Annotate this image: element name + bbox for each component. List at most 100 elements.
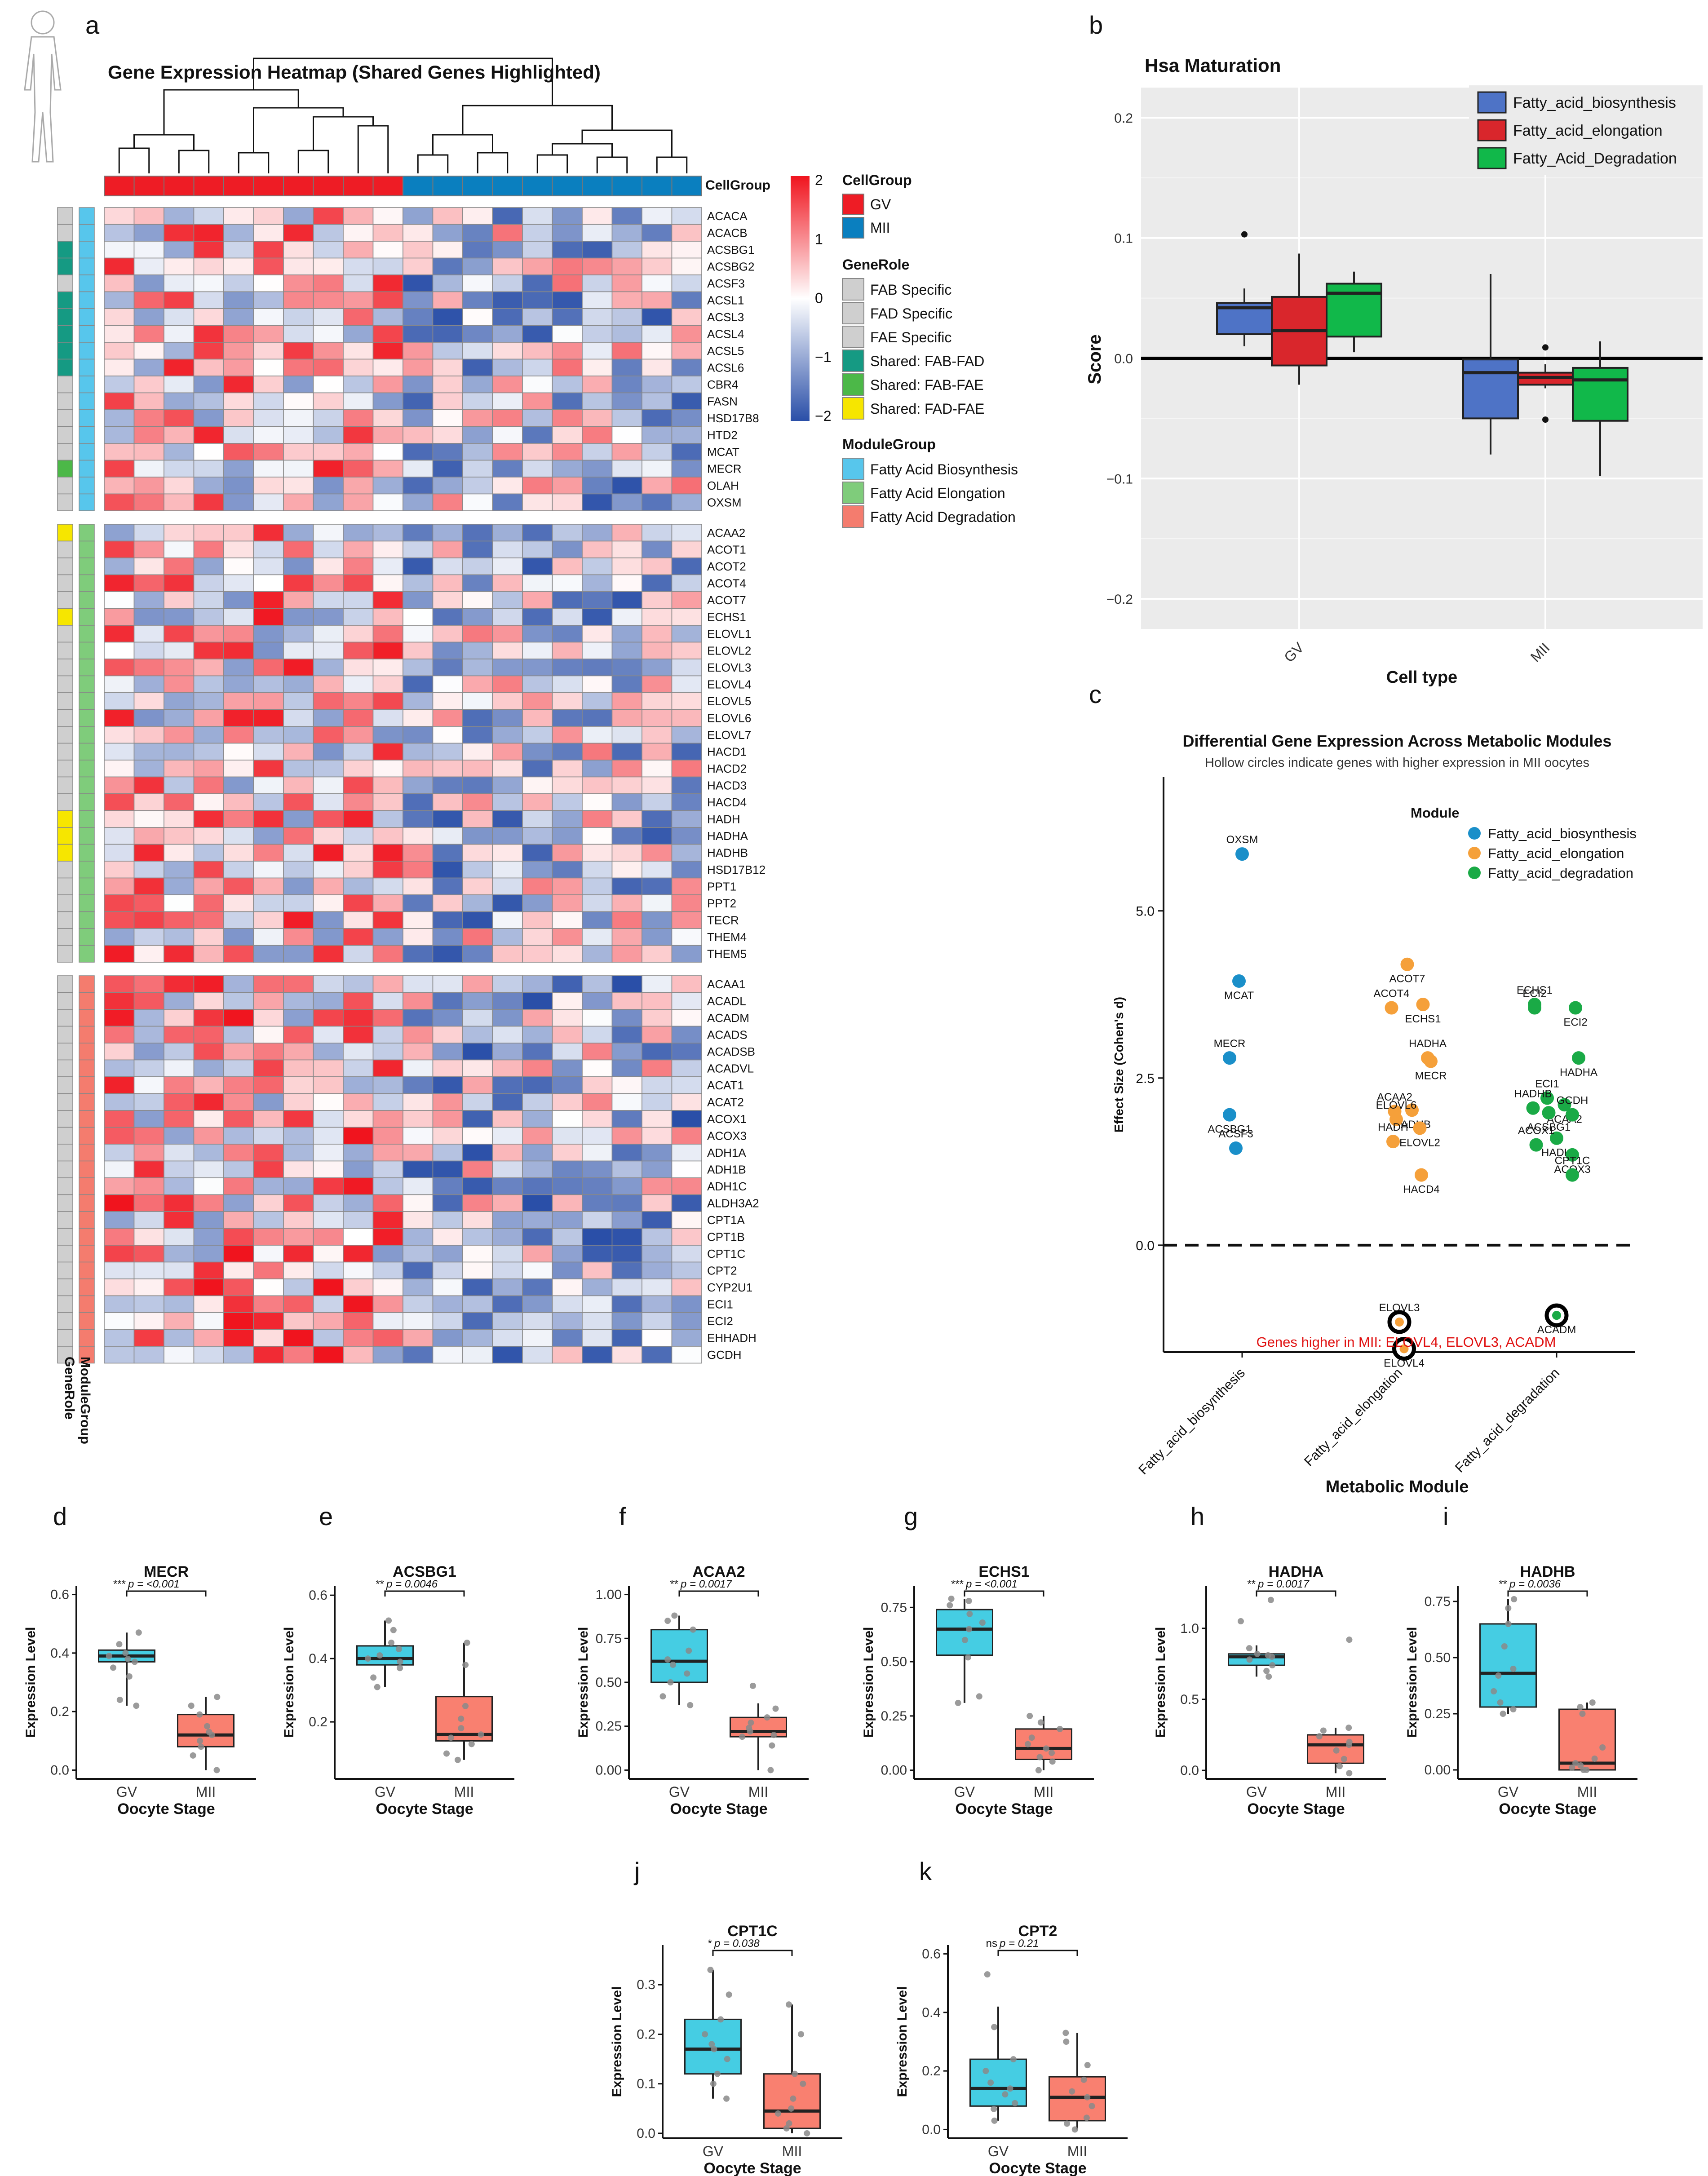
heatmap-cell <box>313 743 344 761</box>
jitter-point <box>966 1610 973 1617</box>
heatmap-cell <box>313 692 344 710</box>
heatmap-cell <box>283 358 314 376</box>
heatmap-cell <box>283 1346 314 1364</box>
heatmap-cell <box>372 827 403 845</box>
heatmap-cell <box>462 1127 493 1145</box>
gene-label: ACSF3 <box>707 277 745 290</box>
heatmap-cell <box>133 207 164 225</box>
heatmap-cell <box>283 625 314 643</box>
generole-annotation-cell <box>57 207 73 225</box>
heatmap-cell <box>104 1043 135 1061</box>
heatmap-cell <box>133 291 164 309</box>
heatmap-cell <box>671 743 702 761</box>
x-tick-label: Fatty_acid_elongation <box>1301 1366 1405 1469</box>
heatmap-cell <box>611 224 642 242</box>
legend-generole-item: FAE Specific <box>870 329 951 345</box>
heatmap-cell <box>313 675 344 693</box>
y-tick-label: −0.1 <box>1106 472 1133 487</box>
heatmap-cell <box>313 1093 344 1111</box>
point-label: ECI2 <box>1522 987 1546 1000</box>
dendrogram-link <box>417 154 449 173</box>
jitter-point <box>1037 1719 1044 1726</box>
heatmap-cell <box>611 1211 642 1229</box>
heatmap-cell <box>403 760 434 778</box>
y-tick-label: 0.4 <box>922 2005 941 2020</box>
significance-bracket <box>712 1950 793 1956</box>
jitter-point <box>462 1662 469 1668</box>
point-label: ELOVL6 <box>1376 1099 1417 1111</box>
heatmap-cell <box>403 274 434 292</box>
panel-letter-i: i <box>1443 1502 1448 1530</box>
heatmap-cell <box>343 992 374 1010</box>
heatmap-cell <box>223 574 254 592</box>
heatmap-cell <box>403 241 434 259</box>
heatmap-cell <box>283 409 314 427</box>
heatmap-cell <box>582 911 613 929</box>
heatmap-cell <box>403 726 434 744</box>
heatmap-cell <box>462 641 493 659</box>
heatmap-cell <box>223 358 254 376</box>
heatmap-cell <box>343 1278 374 1296</box>
heatmap-cell <box>432 877 463 895</box>
gene-label: ACADM <box>707 1011 749 1025</box>
heatmap-cell <box>671 1059 702 1077</box>
heatmap-cell <box>193 1346 224 1364</box>
heatmap-cell <box>462 1346 493 1364</box>
heatmap-cell <box>642 1059 673 1077</box>
gene-label: CYP2U1 <box>707 1281 752 1294</box>
modulegroup-annotation-cell <box>79 1295 95 1313</box>
legend-swatch <box>842 458 864 480</box>
x-axis-label: Oocyte Stage <box>1247 1800 1345 1818</box>
point-label: MECR <box>1415 1070 1447 1082</box>
jitter-point <box>1267 1597 1274 1603</box>
heatmap-cell <box>193 1177 224 1195</box>
heatmap-cell <box>611 776 642 794</box>
jitter-point <box>687 1702 694 1708</box>
heatmap-cell <box>611 726 642 744</box>
boxplot-title: HADHB <box>1520 1563 1575 1580</box>
heatmap-cell <box>403 877 434 895</box>
heatmap-cell <box>223 1043 254 1061</box>
heatmap-cell <box>133 844 164 862</box>
heatmap-cell <box>164 1228 195 1246</box>
heatmap-cell <box>343 776 374 794</box>
heatmap-cell <box>582 591 613 609</box>
jitter-point <box>447 1734 454 1741</box>
heatmap-cell <box>133 1144 164 1162</box>
point-MECR <box>1223 1051 1236 1065</box>
heatmap-cell <box>223 257 254 275</box>
jitter-point <box>197 1738 204 1744</box>
heatmap-cell <box>104 1228 135 1246</box>
jitter-point <box>965 1597 972 1604</box>
heatmap-cell <box>642 928 673 946</box>
heatmap-cell <box>492 911 523 929</box>
heatmap-cell <box>343 1110 374 1128</box>
heatmap-cell <box>552 443 583 461</box>
point-ACSBG1 <box>1542 1106 1556 1120</box>
heatmap-cell <box>403 975 434 993</box>
jitter-point <box>690 1626 696 1633</box>
heatmap-cell <box>582 1194 613 1212</box>
heatmap-cell <box>133 1043 164 1061</box>
generole-annotation-cell <box>57 426 73 444</box>
heatmap-cell <box>223 975 254 993</box>
box-GV <box>936 1609 993 1656</box>
point-ECI2 <box>1569 1001 1582 1015</box>
jitter-point <box>717 2016 724 2023</box>
x-tick-label: MII <box>1326 1784 1345 1800</box>
heatmap-cell <box>223 308 254 326</box>
heatmap-cell <box>313 659 344 677</box>
heatmap-cell <box>611 1076 642 1094</box>
heatmap-cell <box>611 641 642 659</box>
heatmap-cell <box>642 1278 673 1296</box>
gene-label: ACADS <box>707 1028 748 1042</box>
legend-generole-item: Shared: FAD-FAE <box>870 401 984 417</box>
modulegroup-annotation-cell <box>79 524 95 542</box>
heatmap-cell <box>193 726 224 744</box>
x-tick-label: GV <box>1498 1784 1519 1800</box>
heatmap-cell <box>671 224 702 242</box>
heatmap-cell <box>193 928 224 946</box>
heatmap-cell <box>462 1211 493 1229</box>
heatmap-cell <box>492 1093 523 1111</box>
modulegroup-annotation-cell <box>79 877 95 895</box>
